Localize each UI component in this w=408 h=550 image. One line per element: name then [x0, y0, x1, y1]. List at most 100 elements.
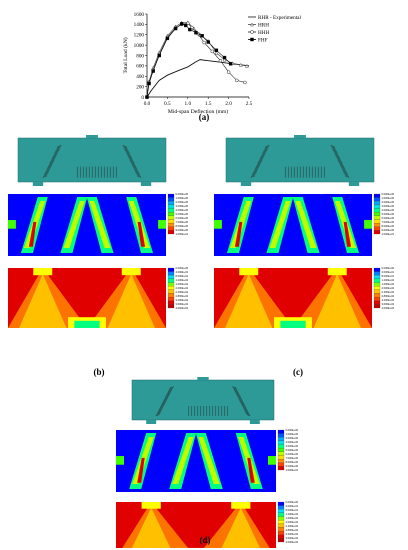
crack-mark	[334, 153, 339, 156]
colorbar-tick-label: 1.000E+00	[176, 196, 189, 200]
crack-mark	[240, 401, 245, 404]
crack-mark	[236, 394, 241, 397]
colorbar-swatch	[167, 278, 175, 283]
colorbar-tick-label: 1.000E+00	[382, 196, 395, 200]
y-axis-label: Total Load (kN)	[122, 37, 129, 73]
colorbar-tick-label: 0.000E+00	[286, 500, 299, 504]
colorbar-swatch	[277, 538, 285, 543]
colorbar-swatch	[167, 197, 175, 202]
panel-label-a: (a)	[198, 112, 210, 122]
colorbar-tick-label: 2.000E+00	[382, 200, 395, 204]
colorbar-swatch	[277, 530, 285, 535]
crack-mark	[341, 167, 346, 170]
support-right	[348, 182, 360, 186]
crack-mark	[161, 401, 166, 404]
crack-mark	[257, 161, 262, 164]
crack-mark	[132, 166, 137, 168]
stress-top-right	[231, 502, 251, 509]
crack-mark	[339, 163, 344, 166]
crack-mark	[245, 412, 250, 414]
strain-band-core	[295, 201, 317, 248]
crack-mark	[344, 173, 349, 176]
x-tick-label: 0.5	[164, 101, 171, 107]
colorbar-swatch	[277, 466, 285, 471]
crack-mark	[252, 170, 258, 173]
data-point	[147, 81, 151, 86]
data-point	[245, 63, 249, 68]
colorbar-tick-label: 4.000E+02	[286, 540, 299, 544]
colorbar-tick-label: 8.000E+00	[286, 460, 299, 464]
crack-mark	[254, 167, 259, 170]
data-point	[243, 80, 247, 85]
crack-mark	[332, 148, 337, 151]
crack-mark	[134, 169, 139, 172]
colorbar-swatch	[373, 275, 381, 280]
colorbar-tick-label: 4.000E+00	[286, 444, 299, 448]
crack-mark	[232, 387, 237, 390]
crack-mark	[260, 156, 265, 159]
strain-band-core	[172, 437, 194, 484]
crack-mark	[124, 148, 129, 151]
crack-mark	[157, 409, 162, 412]
data-point	[235, 78, 239, 83]
crack-mark	[332, 150, 337, 152]
crack-mark	[261, 153, 266, 156]
crack-mark	[164, 397, 169, 400]
crack-mark	[158, 407, 164, 410]
strain-edge-left	[8, 220, 16, 229]
series-3	[145, 22, 233, 99]
x-axis-label: Mid-span Deflection (mm)	[168, 108, 228, 115]
colorbar-tick-label: 9.000E+00	[286, 464, 299, 468]
support-right	[249, 420, 260, 424]
colorbar-tick-label: 8.000E+01	[382, 274, 395, 278]
beam-body	[131, 379, 275, 421]
crack-mark	[253, 169, 258, 172]
crack-mark	[345, 175, 350, 178]
colorbar-tick-label: 8.000E+00	[176, 224, 189, 228]
crack-mark	[257, 162, 262, 165]
panel-d-crack	[131, 377, 275, 424]
panel-label-d: (d)	[199, 535, 211, 545]
panel-b-strain	[8, 194, 166, 256]
colorbar-tick-label: 2.800E+02	[286, 528, 299, 532]
stress-zone-inner	[131, 507, 171, 548]
colorbar-tick-label: 3.600E+02	[382, 302, 395, 306]
crack-mark	[47, 164, 53, 167]
x-tick-label: 2.5	[246, 101, 253, 107]
crack-mark	[252, 172, 257, 175]
colorbar-swatch	[277, 516, 285, 521]
colorbar-swatch	[277, 429, 285, 434]
panel-c-strain	[214, 194, 372, 256]
strain-peak	[234, 221, 243, 247]
strain-peak	[343, 221, 352, 247]
colorbar-swatch	[373, 300, 381, 305]
colorbar-swatch	[277, 505, 285, 510]
colorbar-swatch	[373, 193, 381, 198]
strain-band-core	[198, 437, 220, 484]
crack-mark	[131, 163, 136, 166]
legend-entry: FHF	[258, 37, 268, 43]
colorbar-swatch	[277, 520, 285, 524]
load-plate	[197, 377, 209, 380]
stress-zone-inner	[19, 274, 67, 328]
colorbar-swatch	[167, 230, 175, 235]
crack-mark	[54, 151, 59, 154]
colorbar-tick-label: 1.000E+00	[286, 432, 299, 436]
colorbar-tick-label: 1.000E+01	[176, 232, 189, 236]
legend-entry: HRH	[258, 22, 269, 28]
crack-mark	[156, 413, 161, 416]
colorbar-tick-label: 1.600E+02	[176, 282, 189, 286]
strain-band-core	[63, 201, 85, 248]
crack-mark	[169, 387, 174, 390]
stress-zone-inner	[313, 274, 361, 328]
crack-mark	[238, 399, 244, 402]
colorbar-swatch	[277, 534, 285, 539]
data-point	[250, 37, 254, 42]
crack-mark	[333, 151, 338, 154]
crack-mark	[244, 410, 249, 413]
crack-mark	[52, 154, 57, 157]
crack-mark	[244, 409, 249, 412]
stress-top-left	[239, 268, 259, 276]
colorbar-tick-label: 3.200E+02	[286, 532, 299, 536]
crack-mark	[123, 147, 128, 150]
